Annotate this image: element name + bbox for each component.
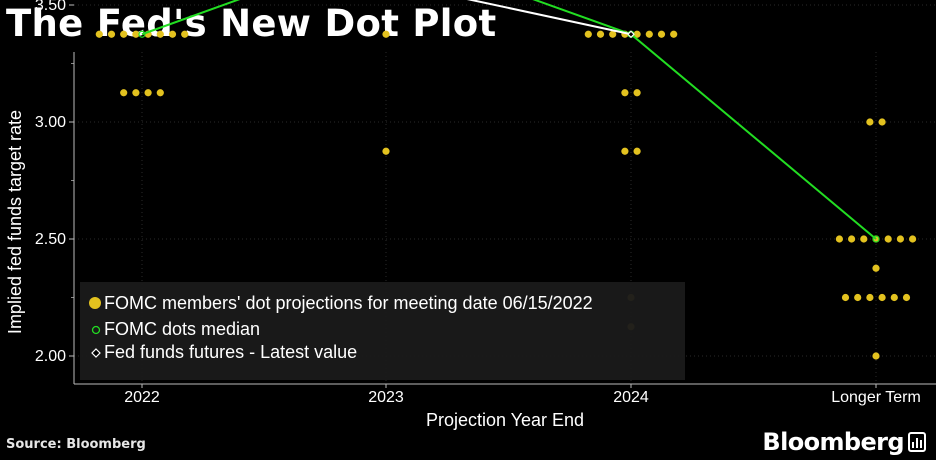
legend-label: FOMC dots median (104, 319, 260, 339)
fomc-dot (841, 293, 850, 302)
fomc-dot (168, 30, 177, 38)
futures-marker (627, 30, 635, 39)
fomc-dot (596, 30, 605, 38)
x-tick-label: 2023 (368, 389, 404, 406)
fomc-dot (866, 118, 874, 126)
fomc-dot (890, 293, 898, 302)
futures-line (466, 0, 632, 36)
legend-box (80, 282, 685, 380)
fomc-dot (144, 89, 152, 97)
fomc-dot (854, 293, 862, 302)
fomc-dot (878, 118, 886, 126)
fomc-dot (633, 30, 641, 38)
x-tick-label: 2022 (124, 389, 160, 406)
y-tick-label: 3.00 (35, 114, 66, 131)
fomc-dot (609, 30, 617, 38)
brand-logo: Bloomberg (762, 428, 926, 456)
y-tick-label: 2.50 (35, 231, 66, 248)
chart-title: The Fed's New Dot Plot (6, 2, 497, 45)
fomc-dot (132, 89, 140, 97)
median-marker (138, 30, 146, 38)
dots-layer (95, 30, 917, 360)
terminal-icon (908, 432, 926, 452)
fomc-dot (156, 30, 164, 38)
fomc-dot (132, 30, 140, 38)
fomc-dot (902, 293, 911, 302)
fomc-dot (835, 235, 844, 243)
fomc-dot (909, 235, 917, 243)
y-axis-title: Implied fed funds target rate (5, 110, 25, 334)
fomc-dot (120, 89, 128, 97)
legend: FOMC members' dot projections for meetin… (80, 282, 685, 380)
fomc-dot (95, 30, 103, 38)
fomc-dot (872, 352, 880, 360)
x-tick-label: 2024 (613, 389, 649, 406)
fomc-dot (848, 235, 856, 243)
fomc-dot (670, 30, 678, 38)
median-line (141, 0, 877, 240)
fomc-dot (584, 30, 592, 38)
fomc-dot (107, 30, 116, 38)
legend-median-icon (91, 325, 101, 335)
legend-label: FOMC members' dot projections for meetin… (104, 293, 593, 313)
legend-label: Fed funds futures - Latest value (104, 342, 357, 362)
brand-name: Bloomberg (762, 428, 904, 456)
x-tick-label: Longer Term (831, 389, 921, 406)
fomc-dot (866, 293, 874, 302)
fomc-dot (645, 30, 653, 38)
fomc-dot (633, 89, 641, 97)
fomc-dot (884, 235, 892, 243)
fomc-dot (120, 30, 128, 38)
legend-dot-icon (89, 297, 101, 309)
lines-layer (138, 0, 880, 243)
source-note: Source: Bloomberg (6, 437, 146, 452)
x-axis-title: Projection Year End (426, 410, 584, 430)
y-tick-label: 3.50 (35, 0, 66, 14)
y-tick-label: 2.00 (35, 348, 66, 365)
median-marker (872, 235, 880, 243)
fomc-dot (181, 30, 189, 38)
fomc-dot (621, 89, 629, 97)
legend-futures-icon (91, 348, 101, 358)
fomc-dot (621, 147, 629, 155)
fomc-dot (382, 30, 390, 38)
fomc-dot (896, 235, 905, 243)
fomc-dot (878, 293, 886, 302)
fomc-dot (657, 30, 666, 38)
axes-layer: 2.002.503.003.504.004.50202220232024Long… (5, 0, 936, 430)
fomc-dot (633, 147, 641, 155)
fomc-dot (156, 89, 164, 97)
fomc-dot (382, 147, 390, 155)
fomc-dot (860, 235, 868, 243)
fomc-dot (872, 264, 880, 272)
